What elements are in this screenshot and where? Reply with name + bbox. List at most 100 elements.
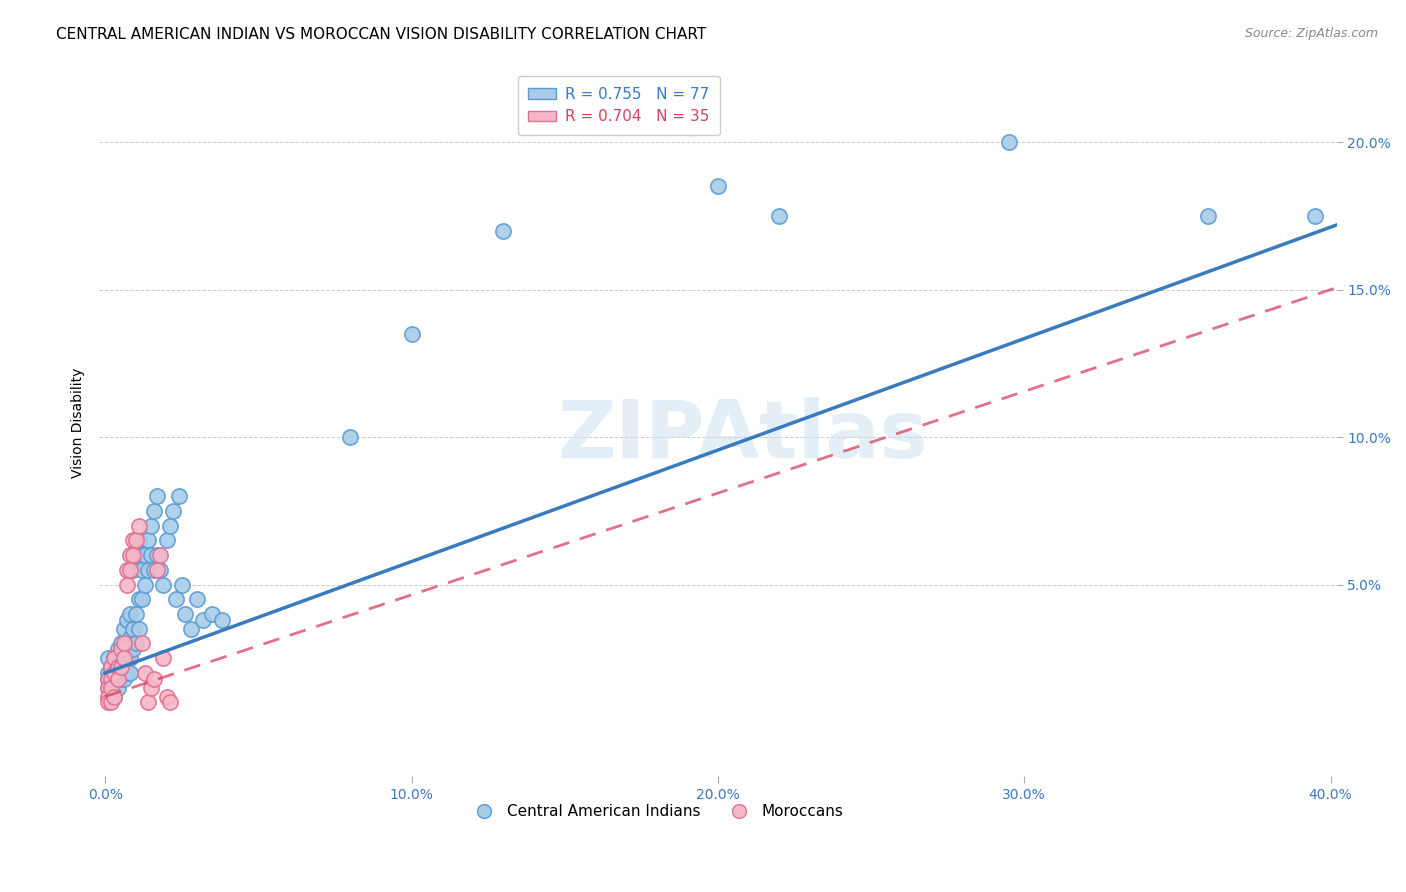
Point: [107, 660, 129, 674]
Point: [103, 665, 125, 680]
Point: [193, 613, 215, 627]
Point: [401, 326, 423, 341]
Point: [170, 577, 193, 591]
Point: [143, 672, 166, 686]
Point: [159, 518, 181, 533]
Point: [141, 518, 163, 533]
Point: [121, 642, 143, 657]
Point: [107, 681, 129, 695]
Point: [167, 489, 190, 503]
Point: [103, 672, 125, 686]
Point: [121, 533, 143, 548]
Point: [136, 533, 159, 548]
Point: [152, 651, 174, 665]
Point: [103, 651, 125, 665]
Legend: Central American Indians, Moroccans: Central American Indians, Moroccans: [463, 798, 849, 825]
Point: [110, 642, 132, 657]
Point: [152, 577, 174, 591]
Point: [97, 665, 120, 680]
Point: [125, 636, 148, 650]
Point: [201, 607, 224, 621]
Point: [118, 607, 141, 621]
Point: [110, 672, 132, 686]
Point: [112, 651, 135, 665]
Point: [211, 613, 233, 627]
Point: [131, 563, 153, 577]
Point: [112, 660, 135, 674]
Point: [110, 660, 132, 674]
Point: [100, 672, 122, 686]
Point: [97, 672, 120, 686]
Point: [339, 430, 361, 444]
Point: [115, 577, 138, 591]
Point: [149, 563, 172, 577]
Point: [128, 622, 150, 636]
Point: [118, 665, 141, 680]
Text: CENTRAL AMERICAN INDIAN VS MOROCCAN VISION DISABILITY CORRELATION CHART: CENTRAL AMERICAN INDIAN VS MOROCCAN VISI…: [56, 27, 706, 42]
Point: [131, 636, 153, 650]
Point: [141, 681, 163, 695]
Point: [134, 577, 156, 591]
Point: [131, 592, 153, 607]
Point: [103, 651, 125, 665]
Point: [134, 548, 156, 562]
Point: [128, 533, 150, 548]
Point: [103, 690, 125, 704]
Point: [162, 504, 184, 518]
Point: [174, 607, 197, 621]
Point: [1303, 209, 1326, 223]
Point: [100, 690, 122, 704]
Point: [707, 179, 730, 194]
Point: [125, 607, 148, 621]
Point: [165, 592, 187, 607]
Point: [97, 690, 120, 704]
Point: [146, 489, 169, 503]
Point: [159, 696, 181, 710]
Point: [1197, 209, 1219, 223]
Point: [146, 548, 169, 562]
Point: [115, 636, 138, 650]
Point: [97, 672, 120, 686]
Point: [128, 592, 150, 607]
Point: [125, 548, 148, 562]
Point: [155, 533, 177, 548]
Point: [115, 651, 138, 665]
Point: [143, 563, 166, 577]
Point: [768, 209, 790, 223]
Point: [97, 651, 120, 665]
Point: [121, 622, 143, 636]
Point: [112, 636, 135, 650]
Point: [100, 665, 122, 680]
Text: ZIPAtlas: ZIPAtlas: [557, 398, 928, 475]
Point: [112, 622, 135, 636]
Point: [180, 622, 202, 636]
Text: Source: ZipAtlas.com: Source: ZipAtlas.com: [1244, 27, 1378, 40]
Point: [100, 681, 122, 695]
Point: [100, 660, 122, 674]
Point: [97, 681, 120, 695]
Point: [100, 696, 122, 710]
Point: [110, 651, 132, 665]
Point: [121, 548, 143, 562]
Point: [107, 660, 129, 674]
Point: [136, 563, 159, 577]
Point: [97, 696, 120, 710]
Point: [100, 660, 122, 674]
Point: [143, 504, 166, 518]
Point: [100, 672, 122, 686]
Point: [107, 672, 129, 686]
Point: [118, 631, 141, 645]
Y-axis label: Vision Disability: Vision Disability: [72, 368, 86, 477]
Point: [121, 563, 143, 577]
Point: [118, 563, 141, 577]
Point: [103, 681, 125, 695]
Point: [998, 135, 1021, 149]
Point: [125, 533, 148, 548]
Point: [110, 636, 132, 650]
Point: [186, 592, 208, 607]
Point: [110, 660, 132, 674]
Point: [115, 665, 138, 680]
Point: [146, 563, 169, 577]
Point: [107, 672, 129, 686]
Point: [115, 563, 138, 577]
